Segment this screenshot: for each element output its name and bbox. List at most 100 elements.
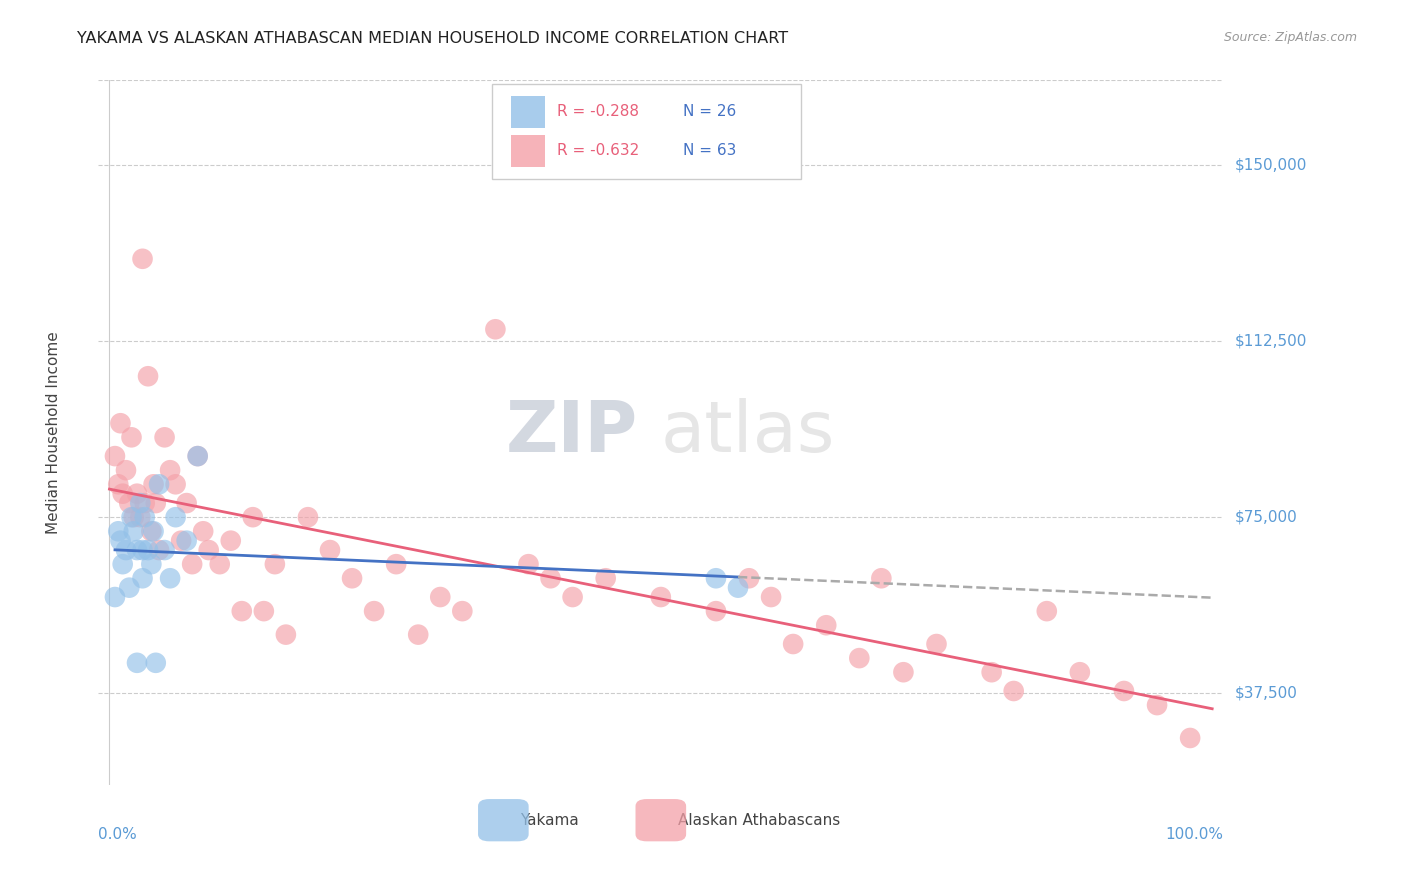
Point	[759, 590, 782, 604]
Point	[111, 557, 134, 571]
Point	[893, 665, 915, 680]
Text: Alaskan Athabascans: Alaskan Athabascans	[678, 813, 839, 828]
Point	[110, 533, 132, 548]
Point	[242, 510, 264, 524]
Point	[451, 604, 474, 618]
Point	[1146, 698, 1168, 712]
Point	[980, 665, 1002, 680]
Point	[561, 590, 583, 604]
Point	[848, 651, 870, 665]
Text: R = -0.632: R = -0.632	[557, 144, 640, 158]
Text: $37,500: $37,500	[1234, 686, 1298, 701]
Point	[1069, 665, 1091, 680]
Point	[1178, 731, 1201, 745]
Point	[738, 571, 761, 585]
Point	[125, 656, 148, 670]
FancyBboxPatch shape	[512, 135, 546, 167]
Point	[153, 543, 176, 558]
Point	[118, 496, 141, 510]
Point	[141, 524, 163, 539]
Text: $112,500: $112,500	[1234, 334, 1306, 349]
Point	[176, 496, 198, 510]
Point	[187, 449, 209, 463]
Point	[484, 322, 506, 336]
Point	[363, 604, 385, 618]
Point	[107, 477, 129, 491]
Point	[165, 477, 187, 491]
Point	[165, 510, 187, 524]
Point	[118, 581, 141, 595]
Point	[110, 416, 132, 430]
Point	[319, 543, 342, 558]
Point	[782, 637, 804, 651]
Point	[815, 618, 838, 632]
Point	[704, 571, 727, 585]
Point	[540, 571, 562, 585]
Point	[148, 477, 170, 491]
Point	[1002, 684, 1025, 698]
Point	[1036, 604, 1059, 618]
Text: N = 63: N = 63	[683, 144, 737, 158]
Point	[107, 524, 129, 539]
Point	[727, 581, 749, 595]
Point	[131, 571, 153, 585]
Point	[170, 533, 193, 548]
Text: 100.0%: 100.0%	[1166, 827, 1223, 842]
Text: 0.0%: 0.0%	[98, 827, 138, 842]
Point	[253, 604, 276, 618]
Point	[142, 524, 165, 539]
Point	[208, 557, 231, 571]
Point	[131, 252, 153, 266]
Point	[134, 510, 156, 524]
Point	[141, 557, 163, 571]
Text: Source: ZipAtlas.com: Source: ZipAtlas.com	[1223, 31, 1357, 45]
Point	[153, 430, 176, 444]
Point	[121, 430, 143, 444]
Point	[129, 510, 152, 524]
FancyBboxPatch shape	[492, 84, 801, 179]
Point	[115, 463, 138, 477]
Point	[219, 533, 242, 548]
Point	[340, 571, 363, 585]
Point	[650, 590, 672, 604]
Point	[111, 486, 134, 500]
Point	[125, 543, 148, 558]
Point	[176, 533, 198, 548]
Point	[704, 604, 727, 618]
Point	[134, 496, 156, 510]
Point	[297, 510, 319, 524]
Point	[145, 656, 167, 670]
Text: Median Household Income: Median Household Income	[46, 331, 60, 534]
Point	[122, 510, 145, 524]
Point	[925, 637, 948, 651]
Point	[136, 369, 159, 384]
Point	[193, 524, 215, 539]
Point	[187, 449, 209, 463]
Point	[870, 571, 893, 585]
Point	[159, 571, 181, 585]
Text: R = -0.288: R = -0.288	[557, 104, 640, 120]
Point	[263, 557, 285, 571]
Point	[131, 543, 153, 558]
Point	[181, 557, 204, 571]
Point	[429, 590, 451, 604]
Text: $75,000: $75,000	[1234, 509, 1298, 524]
Point	[197, 543, 219, 558]
Point	[136, 543, 159, 558]
Point	[104, 449, 127, 463]
FancyBboxPatch shape	[636, 799, 686, 841]
FancyBboxPatch shape	[512, 96, 546, 128]
Point	[159, 463, 181, 477]
Point	[595, 571, 617, 585]
Point	[125, 486, 148, 500]
Text: $150,000: $150,000	[1234, 157, 1306, 172]
Point	[406, 627, 429, 641]
Text: N = 26: N = 26	[683, 104, 737, 120]
Point	[121, 510, 143, 524]
Point	[122, 524, 145, 539]
Point	[115, 543, 138, 558]
Point	[385, 557, 408, 571]
Text: Yakama: Yakama	[520, 813, 579, 828]
Point	[274, 627, 297, 641]
Point	[142, 477, 165, 491]
